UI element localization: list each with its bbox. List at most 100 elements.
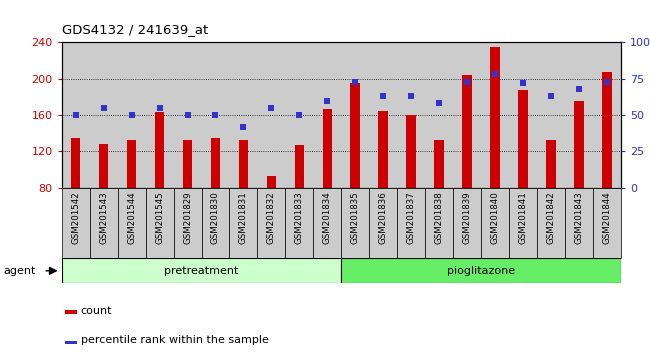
FancyBboxPatch shape — [174, 188, 202, 258]
Point — [294, 112, 305, 118]
Text: GSM201544: GSM201544 — [127, 191, 136, 244]
Text: GSM201831: GSM201831 — [239, 191, 248, 244]
Bar — [518, 90, 528, 260]
Point — [574, 86, 584, 92]
Text: GSM201836: GSM201836 — [379, 191, 387, 244]
Point — [462, 79, 473, 85]
FancyBboxPatch shape — [90, 188, 118, 258]
FancyBboxPatch shape — [62, 188, 90, 258]
Bar — [434, 139, 444, 260]
Bar — [565, 42, 593, 188]
Bar — [65, 310, 77, 314]
FancyBboxPatch shape — [257, 188, 285, 258]
Text: GSM201542: GSM201542 — [72, 191, 80, 244]
Text: GSM201835: GSM201835 — [351, 191, 359, 244]
Text: GSM201833: GSM201833 — [295, 191, 304, 244]
FancyBboxPatch shape — [202, 188, 229, 258]
Bar — [350, 83, 360, 260]
Bar — [127, 139, 136, 260]
Point — [434, 101, 445, 106]
Bar — [62, 42, 90, 188]
FancyBboxPatch shape — [537, 188, 565, 258]
Text: pioglitazone: pioglitazone — [447, 266, 515, 276]
Point — [238, 124, 248, 130]
Bar — [155, 112, 164, 260]
Text: count: count — [81, 306, 112, 316]
FancyBboxPatch shape — [453, 188, 481, 258]
Text: GSM201841: GSM201841 — [519, 191, 527, 244]
FancyBboxPatch shape — [565, 188, 593, 258]
FancyBboxPatch shape — [313, 188, 341, 258]
Text: GSM201545: GSM201545 — [155, 191, 164, 244]
Text: GSM201832: GSM201832 — [267, 191, 276, 244]
Bar — [183, 139, 192, 260]
Point — [266, 105, 277, 110]
Text: GSM201543: GSM201543 — [99, 191, 108, 244]
FancyBboxPatch shape — [229, 188, 257, 258]
FancyBboxPatch shape — [509, 188, 537, 258]
Point — [350, 79, 360, 85]
Bar — [90, 42, 118, 188]
FancyBboxPatch shape — [481, 188, 509, 258]
Bar — [341, 42, 369, 188]
Point — [182, 112, 193, 118]
Bar — [406, 115, 416, 260]
Bar — [593, 42, 621, 188]
Bar — [99, 144, 109, 260]
FancyBboxPatch shape — [397, 188, 425, 258]
Bar — [285, 42, 313, 188]
Text: GSM201844: GSM201844 — [603, 191, 611, 244]
FancyBboxPatch shape — [341, 258, 621, 283]
Bar — [211, 138, 220, 260]
Text: GSM201839: GSM201839 — [463, 191, 471, 244]
Bar — [462, 75, 472, 260]
Bar — [425, 42, 453, 188]
Bar — [537, 42, 565, 188]
Bar — [602, 73, 612, 260]
Point — [211, 112, 221, 118]
Bar — [239, 139, 248, 260]
Point — [602, 79, 612, 85]
Bar — [65, 341, 77, 344]
Point — [126, 112, 137, 118]
Point — [546, 93, 556, 99]
FancyBboxPatch shape — [285, 188, 313, 258]
Bar — [453, 42, 481, 188]
Point — [99, 105, 109, 110]
FancyBboxPatch shape — [593, 188, 621, 258]
Bar — [202, 42, 229, 188]
Bar — [546, 139, 556, 260]
Bar — [509, 42, 537, 188]
FancyBboxPatch shape — [118, 188, 146, 258]
Text: GSM201830: GSM201830 — [211, 191, 220, 244]
Bar — [574, 102, 584, 260]
Text: GDS4132 / 241639_at: GDS4132 / 241639_at — [62, 23, 208, 36]
Point — [378, 93, 389, 99]
Text: GSM201834: GSM201834 — [323, 191, 332, 244]
Text: GSM201840: GSM201840 — [491, 191, 499, 244]
FancyBboxPatch shape — [425, 188, 453, 258]
Bar — [490, 47, 500, 260]
Bar — [481, 42, 509, 188]
Bar — [174, 42, 202, 188]
Text: pretreatment: pretreatment — [164, 266, 239, 276]
Bar — [313, 42, 341, 188]
Bar — [257, 42, 285, 188]
FancyBboxPatch shape — [369, 188, 397, 258]
Bar — [71, 138, 81, 260]
FancyBboxPatch shape — [341, 188, 369, 258]
Bar — [397, 42, 425, 188]
FancyBboxPatch shape — [62, 258, 341, 283]
Point — [70, 112, 81, 118]
Bar — [294, 145, 304, 260]
Bar — [118, 42, 146, 188]
Bar — [322, 109, 332, 260]
Point — [518, 80, 528, 86]
Point — [322, 98, 332, 103]
Text: GSM201842: GSM201842 — [547, 191, 555, 244]
Bar — [146, 42, 174, 188]
FancyBboxPatch shape — [146, 188, 174, 258]
Text: GSM201829: GSM201829 — [183, 191, 192, 244]
Text: GSM201838: GSM201838 — [435, 191, 443, 244]
Text: percentile rank within the sample: percentile rank within the sample — [81, 335, 268, 345]
